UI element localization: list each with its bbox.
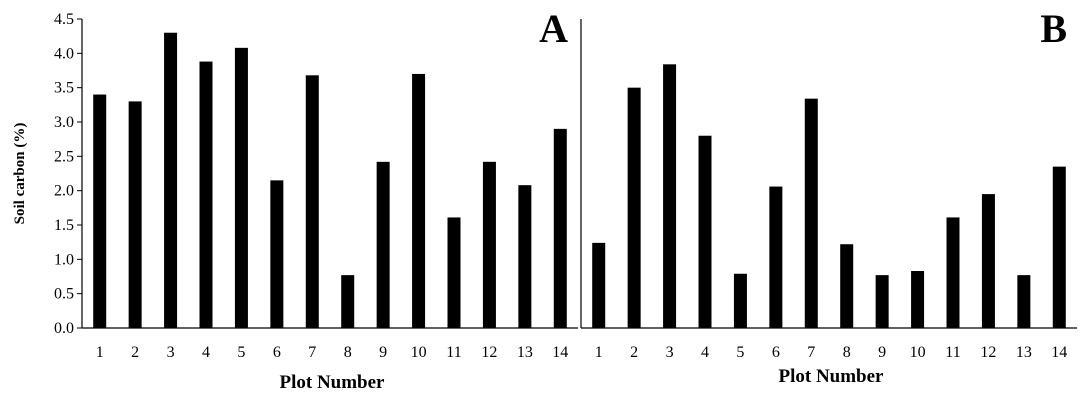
- bar-plot-11: [447, 217, 461, 328]
- y-tick-label: 4.0: [54, 45, 74, 62]
- y-tick-label: 3.0: [54, 114, 74, 131]
- bar-plot-2: [128, 101, 142, 329]
- x-tick-label: 3: [666, 344, 674, 361]
- bar-plot-5: [733, 273, 747, 328]
- bar-plot-14: [553, 128, 567, 328]
- bar-plot-6: [769, 186, 783, 328]
- x-tick-label: 11: [446, 344, 461, 361]
- bar-plot-13: [518, 185, 532, 328]
- x-tick-label: 14: [552, 344, 568, 361]
- x-tick-label: 4: [701, 344, 709, 361]
- bar-plot-4: [698, 135, 712, 328]
- bar-plot-12: [482, 161, 496, 328]
- bar-plot-9: [376, 161, 390, 328]
- y-tick-label: 0.0: [54, 320, 74, 337]
- bar-plot-11: [946, 217, 960, 328]
- y-tick-label: 1.0: [54, 251, 74, 268]
- bar-plot-3: [164, 32, 178, 328]
- bar-plot-7: [804, 98, 818, 328]
- x-tick-label: 14: [1051, 344, 1067, 361]
- x-axis-label: Plot Number: [778, 366, 884, 387]
- bar-plot-12: [981, 194, 995, 328]
- x-tick-label: 2: [630, 344, 638, 361]
- x-tick-label: 13: [1016, 344, 1032, 361]
- y-tick-label: 4.5: [54, 11, 74, 28]
- x-tick-label: 8: [344, 344, 352, 361]
- bar-plot-5: [234, 47, 248, 329]
- panel-label: A: [539, 6, 568, 51]
- bar-plot-8: [840, 244, 854, 328]
- y-tick-label: 2.5: [54, 148, 74, 165]
- x-tick-label: 10: [411, 344, 427, 361]
- bar-plot-8: [341, 275, 355, 328]
- x-tick-label: 7: [308, 344, 316, 361]
- y-tick-label: 2.0: [54, 183, 74, 200]
- bar-plot-7: [305, 75, 319, 328]
- panel-label: B: [1040, 6, 1067, 51]
- bar-plot-10: [412, 73, 426, 328]
- x-axis-label: Plot Number: [279, 372, 385, 393]
- x-tick-label: 6: [273, 344, 281, 361]
- x-tick-label: 13: [517, 344, 533, 361]
- bar-plot-4: [199, 61, 213, 328]
- x-tick-label: 7: [807, 344, 815, 361]
- x-tick-label: 6: [772, 344, 780, 361]
- x-tick-label: 2: [131, 344, 139, 361]
- bar-plot-13: [1017, 275, 1031, 328]
- bar-plot-2: [627, 87, 641, 329]
- bar-plot-1: [592, 242, 606, 328]
- x-tick-label: 5: [237, 344, 245, 361]
- x-tick-label: 9: [878, 344, 886, 361]
- x-tick-label: 4: [202, 344, 210, 361]
- bar-plot-10: [911, 271, 925, 328]
- bar-plot-3: [663, 64, 677, 328]
- bar-plot-1: [93, 94, 107, 329]
- y-tick-label: 0.5: [54, 286, 74, 303]
- x-tick-label: 9: [379, 344, 387, 361]
- bar-plot-6: [270, 180, 284, 328]
- x-tick-label: 1: [595, 344, 603, 361]
- x-tick-label: 8: [843, 344, 851, 361]
- x-tick-label: 10: [910, 344, 926, 361]
- y-axis-label: Soil carbon (%): [12, 123, 28, 225]
- y-tick-label: 3.5: [54, 80, 74, 97]
- bar-plot-14: [1052, 166, 1066, 328]
- x-tick-label: 11: [945, 344, 960, 361]
- x-tick-label: 3: [167, 344, 175, 361]
- x-tick-label: 12: [980, 344, 996, 361]
- x-tick-label: 5: [736, 344, 744, 361]
- bar-plot-9: [875, 275, 889, 328]
- y-tick-label: 1.5: [54, 217, 74, 234]
- x-tick-label: 12: [481, 344, 497, 361]
- x-tick-label: 1: [96, 344, 104, 361]
